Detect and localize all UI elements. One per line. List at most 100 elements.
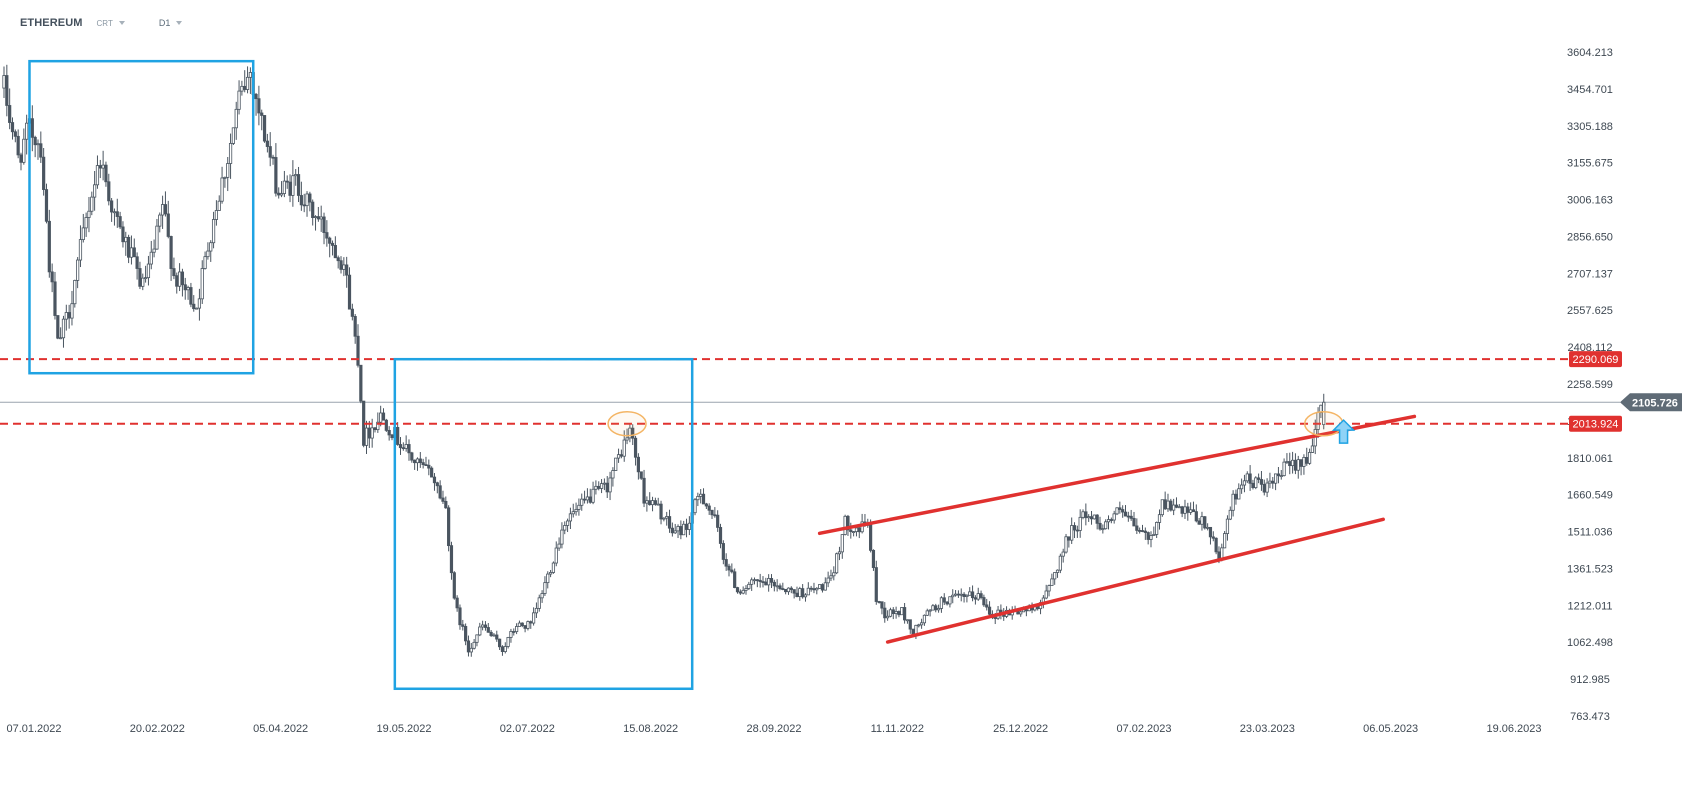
candle — [951, 589, 955, 604]
candle — [248, 67, 252, 94]
candle — [101, 150, 105, 181]
candle — [135, 252, 139, 280]
candle — [945, 600, 949, 606]
candle — [311, 199, 315, 226]
candle — [815, 587, 819, 595]
candle — [2, 66, 6, 99]
candle — [837, 546, 842, 561]
range-box-2[interactable] — [393, 357, 694, 691]
candle — [141, 273, 145, 291]
candle — [778, 583, 782, 591]
candle — [93, 170, 97, 211]
candle — [214, 200, 219, 226]
symbol-name[interactable]: ETHEREUM — [20, 17, 83, 29]
candle — [616, 448, 621, 463]
y-tick-label: 3155.675 — [1567, 158, 1613, 170]
candle — [1245, 471, 1249, 484]
candle — [19, 152, 23, 171]
candle — [78, 225, 83, 268]
candle — [1092, 514, 1096, 520]
candle — [1072, 522, 1077, 539]
candle — [648, 492, 652, 506]
candle — [1174, 497, 1179, 509]
candle — [296, 166, 301, 203]
y-tick-label: 2856.650 — [1567, 231, 1613, 243]
candle — [724, 553, 728, 571]
candle — [653, 497, 657, 506]
lower-channel-line[interactable] — [885, 517, 1385, 644]
candle — [180, 268, 185, 297]
candle — [614, 457, 618, 471]
up-arrow-icon[interactable] — [1331, 419, 1356, 444]
y-tick-label: 3305.188 — [1567, 121, 1613, 133]
candle — [1183, 499, 1187, 519]
candle — [1302, 454, 1306, 475]
candle — [543, 576, 547, 596]
candle — [1296, 455, 1300, 479]
candle — [730, 563, 734, 574]
candle — [194, 307, 199, 310]
candle — [767, 574, 771, 592]
candle — [95, 155, 100, 189]
candle — [987, 601, 992, 617]
candle — [970, 585, 975, 602]
candle — [234, 101, 238, 140]
candle — [985, 598, 989, 611]
candle — [330, 240, 335, 256]
candle — [112, 208, 117, 226]
candle — [1104, 519, 1108, 530]
symbol-type-dropdown[interactable]: CRT — [97, 19, 125, 28]
candle — [25, 114, 29, 155]
candle — [738, 589, 742, 595]
candle — [61, 315, 66, 348]
candle — [758, 573, 762, 588]
candle — [73, 279, 77, 308]
x-tick-label: 15.08.2022 — [623, 723, 678, 735]
candle — [716, 510, 720, 532]
candle — [492, 633, 496, 637]
candle — [203, 251, 207, 270]
candle — [1038, 599, 1043, 615]
candle — [410, 451, 414, 463]
candle — [619, 449, 623, 459]
y-tick-label: 3006.163 — [1567, 195, 1613, 207]
candle — [769, 574, 774, 588]
candle — [846, 514, 850, 536]
candle — [835, 552, 839, 575]
candle — [1208, 526, 1213, 545]
candle — [900, 607, 904, 616]
y-tick-label: 2707.137 — [1567, 268, 1613, 280]
candle — [1135, 518, 1139, 535]
candle — [84, 212, 88, 237]
candle — [435, 481, 439, 494]
candle — [1089, 510, 1094, 525]
candle — [146, 255, 151, 286]
candle — [608, 471, 612, 501]
candle — [1194, 504, 1198, 523]
candle — [707, 503, 711, 515]
candle — [1047, 584, 1051, 597]
upper-channel-line[interactable] — [817, 414, 1417, 536]
range-box-1[interactable] — [28, 59, 255, 375]
candles-layer — [2, 64, 1326, 657]
candle — [659, 500, 663, 525]
candle — [98, 159, 102, 179]
candle — [415, 457, 420, 471]
candle — [939, 596, 944, 613]
candle — [931, 604, 935, 611]
timeframe-dropdown[interactable]: D1 — [159, 18, 183, 28]
candle — [220, 166, 224, 204]
candle — [279, 181, 284, 198]
candle — [30, 105, 34, 152]
candle — [39, 131, 43, 163]
candle — [53, 271, 57, 320]
candle — [254, 92, 258, 116]
candle — [319, 205, 323, 232]
candle — [684, 518, 689, 538]
candle — [588, 488, 592, 504]
candle — [611, 467, 615, 487]
candle — [871, 549, 876, 571]
candle — [1121, 505, 1125, 518]
